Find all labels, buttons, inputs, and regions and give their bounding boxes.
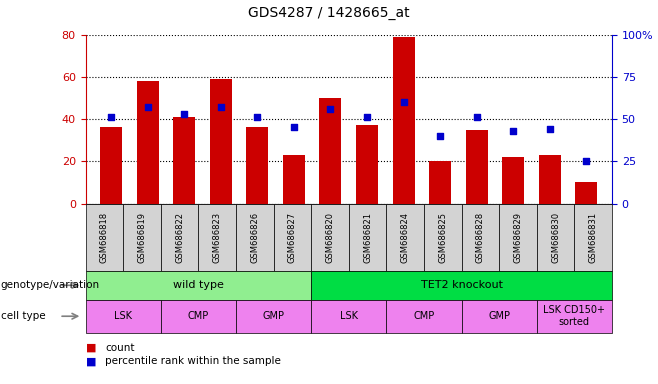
Text: GSM686820: GSM686820	[326, 212, 334, 263]
Bar	[575, 182, 597, 204]
Point	[471, 114, 482, 121]
Bar	[173, 117, 195, 204]
Text: GSM686823: GSM686823	[213, 212, 222, 263]
Text: GDS4287 / 1428665_at: GDS4287 / 1428665_at	[248, 6, 410, 20]
Text: GSM686828: GSM686828	[476, 212, 485, 263]
Text: percentile rank within the sample: percentile rank within the sample	[105, 356, 281, 366]
Text: GSM686824: GSM686824	[401, 212, 410, 263]
Text: GMP: GMP	[263, 311, 284, 321]
Text: GSM686827: GSM686827	[288, 212, 297, 263]
Point	[545, 126, 555, 132]
Text: GSM686818: GSM686818	[100, 212, 109, 263]
Bar	[393, 37, 415, 204]
Text: ■: ■	[86, 343, 96, 353]
Text: GSM686831: GSM686831	[589, 212, 597, 263]
Point	[106, 114, 116, 121]
Text: CMP: CMP	[413, 311, 434, 321]
Point	[325, 106, 336, 112]
Point	[216, 104, 226, 110]
Bar	[283, 155, 305, 204]
Text: GSM686826: GSM686826	[250, 212, 259, 263]
Text: LSK: LSK	[340, 311, 358, 321]
Bar	[100, 127, 122, 204]
Bar	[502, 157, 524, 204]
Text: GMP: GMP	[488, 311, 510, 321]
Point	[508, 128, 519, 134]
Point	[142, 104, 153, 110]
Text: LSK CD150+
sorted: LSK CD150+ sorted	[544, 305, 605, 327]
Point	[398, 99, 409, 105]
Text: count: count	[105, 343, 135, 353]
Text: GSM686829: GSM686829	[513, 212, 522, 263]
Text: cell type: cell type	[1, 311, 45, 321]
Bar	[356, 126, 378, 204]
Bar	[320, 98, 342, 204]
Point	[581, 158, 592, 164]
Bar	[210, 79, 232, 204]
Text: GSM686819: GSM686819	[138, 212, 147, 263]
Bar	[246, 127, 268, 204]
Bar	[137, 81, 159, 204]
Text: wild type: wild type	[173, 280, 224, 290]
Text: TET2 knockout: TET2 knockout	[420, 280, 503, 290]
Text: GSM686822: GSM686822	[175, 212, 184, 263]
Text: ■: ■	[86, 356, 96, 366]
Point	[289, 124, 299, 131]
Text: LSK: LSK	[114, 311, 132, 321]
Text: GSM686821: GSM686821	[363, 212, 372, 263]
Point	[252, 114, 263, 121]
Point	[362, 114, 372, 121]
Text: GSM686830: GSM686830	[551, 212, 560, 263]
Text: CMP: CMP	[188, 311, 209, 321]
Point	[435, 133, 445, 139]
Text: GSM686825: GSM686825	[438, 212, 447, 263]
Bar	[429, 161, 451, 204]
Bar	[466, 130, 488, 204]
Bar	[539, 155, 561, 204]
Text: genotype/variation: genotype/variation	[1, 280, 100, 290]
Point	[179, 111, 190, 117]
